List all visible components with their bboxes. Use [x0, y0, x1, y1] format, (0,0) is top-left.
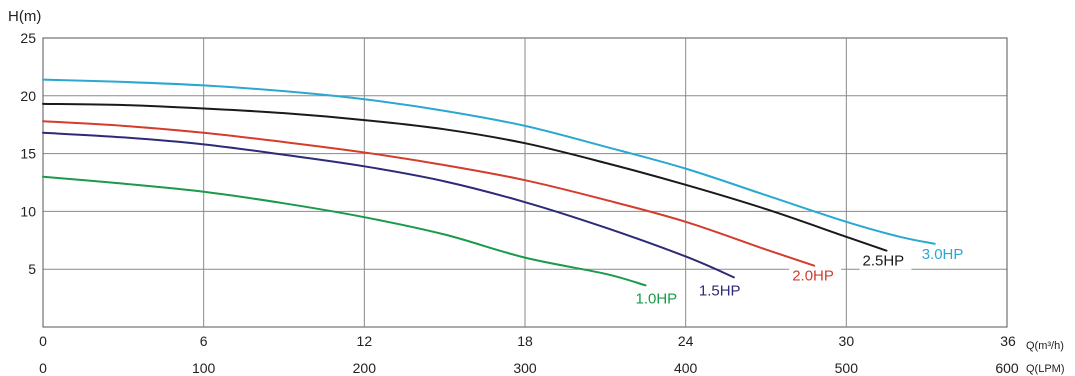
series-label-1.0HP: 1.0HP — [636, 290, 678, 307]
curves — [42, 78, 936, 287]
series-label-2.0HP: 2.0HP — [792, 268, 834, 285]
series-line-2.0HP — [42, 120, 816, 267]
series-line-1.0HP — [42, 175, 647, 287]
y-tick-label: 20 — [20, 88, 36, 104]
y-tick-label: 15 — [20, 146, 36, 162]
series-label-1.5HP: 1.5HP — [699, 282, 741, 299]
x-tick-label-bottom: 0 — [39, 360, 47, 376]
labels: 5 10 15 20 25 0 0 6 100 12 200 18 300 24 400 30 500 36 600… — [20, 30, 1018, 376]
grid — [42, 37, 1008, 328]
y-tick-label: 5 — [28, 261, 36, 277]
series-label-background — [859, 251, 912, 270]
x-tick-label-top: 36 — [1000, 333, 1016, 349]
x-tick-label-bottom: 200 — [353, 360, 377, 376]
y-tick-label: 25 — [20, 30, 36, 46]
x-tick-label-bottom: 100 — [192, 360, 216, 376]
x-tick-label-top: 30 — [839, 333, 855, 349]
x-tick-label-top: 24 — [678, 333, 694, 349]
y-axis-title: H(m) — [8, 8, 41, 25]
x-tick-label-bottom: 400 — [674, 360, 698, 376]
series-label-background — [789, 266, 842, 285]
x-tick-label-top: 12 — [357, 333, 373, 349]
x-tick-label-top: 18 — [517, 333, 533, 349]
y-tick-label: 10 — [20, 203, 36, 219]
x-axis-unit-top: Q(m³/h) — [1026, 340, 1064, 352]
series-line-3.0HP — [42, 78, 936, 245]
x-axis-unit-bottom: Q(LPM) — [1026, 363, 1065, 375]
series-label-3.0HP: 3.0HP — [922, 246, 964, 263]
x-tick-label-bottom: 600 — [995, 360, 1019, 376]
x-tick-label-top: 0 — [39, 333, 47, 349]
x-tick-label-bottom: 300 — [513, 360, 537, 376]
series-line-1.5HP — [42, 131, 735, 279]
x-tick-label-bottom: 500 — [835, 360, 859, 376]
series-label-2.5HP: 2.5HP — [863, 253, 905, 270]
x-tick-label-top: 6 — [200, 333, 208, 349]
series-line-2.5HP — [42, 102, 888, 252]
